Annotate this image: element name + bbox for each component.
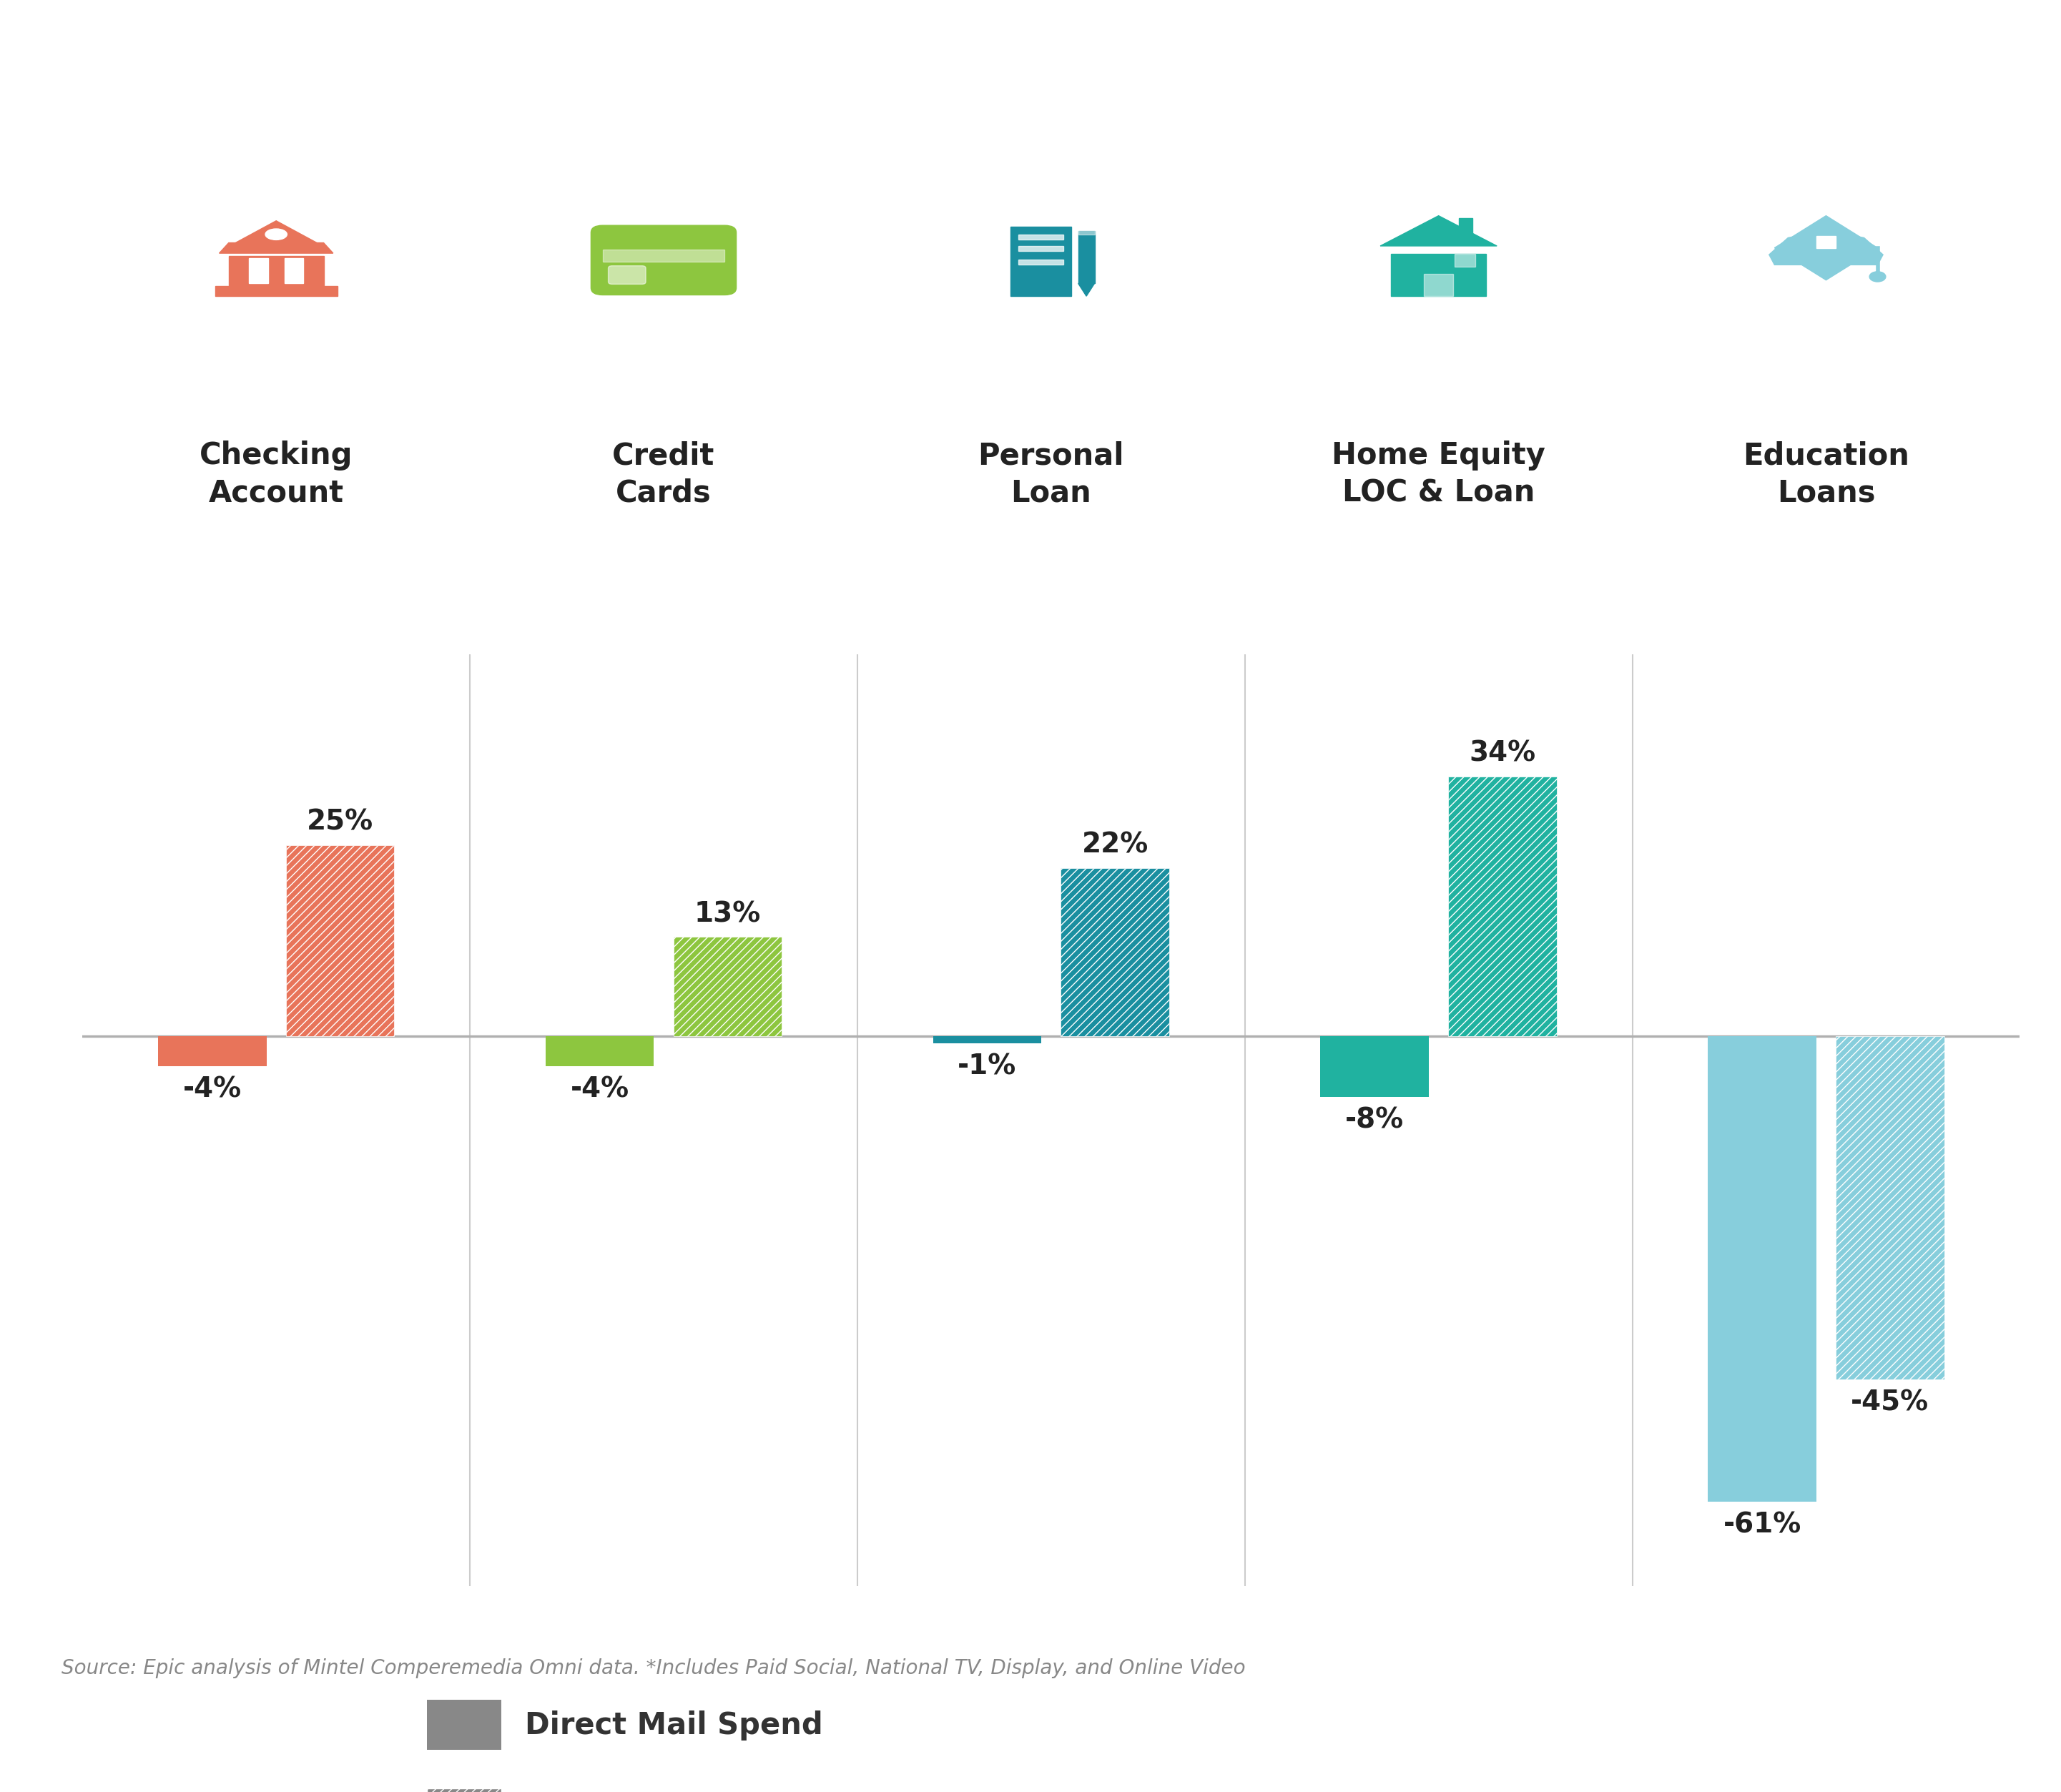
FancyBboxPatch shape — [592, 226, 736, 296]
Bar — [1424, 274, 1453, 296]
Text: -61%: -61% — [1723, 1511, 1801, 1538]
Bar — [1078, 231, 1094, 283]
Bar — [1061, 867, 1169, 1036]
Text: Credit
Cards: Credit Cards — [612, 441, 715, 507]
FancyBboxPatch shape — [608, 265, 645, 285]
Text: -4%: -4% — [571, 1075, 629, 1102]
Text: 22%: 22% — [1082, 831, 1148, 858]
Bar — [1321, 1036, 1428, 1097]
Bar — [229, 256, 324, 287]
Bar — [1078, 229, 1094, 235]
Polygon shape — [1381, 215, 1496, 246]
Text: -1%: -1% — [958, 1052, 1016, 1081]
Text: Checking
Account: Checking Account — [200, 441, 352, 507]
Bar — [284, 258, 303, 283]
Bar — [674, 937, 781, 1036]
Bar — [1449, 776, 1556, 1036]
Bar — [1391, 254, 1486, 296]
Bar — [1455, 254, 1476, 267]
Bar — [1018, 246, 1063, 251]
Bar — [1018, 235, 1063, 240]
Bar — [214, 287, 338, 296]
Text: 25%: 25% — [307, 808, 373, 835]
Bar — [934, 1036, 1041, 1043]
Text: MARKETING GROWTH TRENDS: YTD % CHANGE VS 2023: MARKETING GROWTH TRENDS: YTD % CHANGE VS… — [221, 50, 1840, 100]
Circle shape — [1869, 272, 1886, 281]
Text: Home Equity
LOC & Loan: Home Equity LOC & Loan — [1331, 441, 1546, 507]
Polygon shape — [235, 220, 317, 242]
Bar — [546, 1036, 653, 1066]
Legend: Direct Mail Spend, All Other Spend*: Direct Mail Spend, All Other Spend* — [414, 1688, 835, 1792]
Polygon shape — [218, 242, 334, 253]
Bar — [602, 249, 725, 262]
Polygon shape — [1078, 283, 1094, 296]
Ellipse shape — [266, 229, 286, 240]
Bar — [159, 1036, 266, 1066]
Bar — [1709, 1036, 1816, 1502]
Bar — [1836, 1036, 1944, 1380]
Bar — [1018, 260, 1063, 265]
Bar — [286, 846, 394, 1036]
Text: -4%: -4% — [183, 1075, 241, 1102]
Polygon shape — [1768, 231, 1884, 265]
Bar — [1816, 237, 1836, 247]
Bar — [1010, 228, 1072, 296]
Text: Personal
Loan: Personal Loan — [979, 441, 1123, 507]
Text: -45%: -45% — [1851, 1389, 1929, 1416]
Text: 13%: 13% — [695, 900, 761, 928]
Text: 34%: 34% — [1469, 740, 1535, 767]
Polygon shape — [1775, 215, 1878, 280]
Bar — [249, 258, 268, 283]
Text: -8%: -8% — [1346, 1106, 1404, 1133]
Bar — [1459, 219, 1472, 237]
Text: Education
Loans: Education Loans — [1744, 441, 1908, 507]
Text: Source: Epic analysis of Mintel Comperemedia Omni data. *Includes Paid Social, N: Source: Epic analysis of Mintel Comperem… — [62, 1658, 1245, 1679]
